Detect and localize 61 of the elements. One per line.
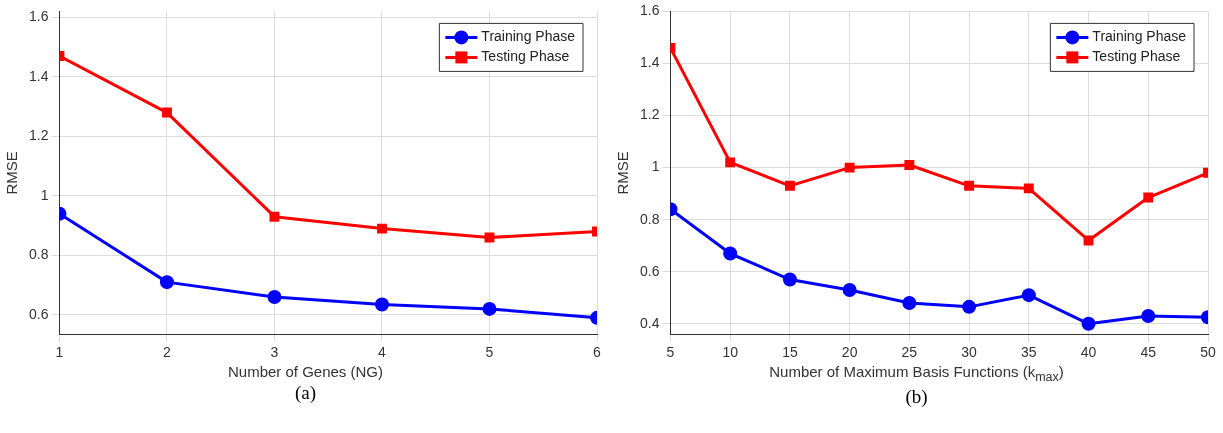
y-tick-label: 1.6 [639,2,660,19]
text: (a) [293,382,318,404]
point [964,180,975,191]
x-tick-label: 50 [1200,344,1216,361]
x-tick-label: 10 [722,344,739,361]
text: (b) [904,386,929,408]
x-axis-title: Number of Genes (NG) [226,363,384,380]
point [782,272,797,287]
point [844,162,855,173]
point [1081,316,1096,331]
x-tick-label: 2 [163,344,172,361]
y-tick-label: 0.6 [28,305,49,322]
y-tick-label: 1.2 [639,106,660,123]
x-tick-label: 20 [841,344,858,361]
point [377,223,387,234]
point [267,290,282,305]
y-tick-label: 1.4 [28,67,49,84]
y-axis-title: RMSE [3,151,21,195]
point [902,295,917,310]
y-tick-label: 1 [40,186,49,203]
y-tick-label: 0.8 [28,246,49,263]
point [159,275,174,290]
x-tick-label: 5 [666,344,675,361]
x-tick-label: 30 [961,344,978,361]
y-axis-title: RMSE [614,151,632,195]
point [1143,192,1154,203]
x-tick-label: 6 [593,344,602,361]
point [1023,183,1034,194]
point [162,107,172,118]
point [269,211,280,222]
x-tick-label: 3 [270,344,279,361]
x-tick-label: 5 [485,344,494,361]
point [723,246,738,261]
y-tick-label: 0.8 [639,210,660,227]
y-tick-label: 1.4 [639,54,660,71]
legend-label: Training Phase [481,28,576,45]
x-axis-title: Number of Maximum Basis Functions (k$_{max}$) [768,363,1065,384]
point [784,180,795,191]
x-tick-label: 35 [1021,344,1037,361]
y-tick-label: 0.6 [639,262,660,279]
point [1141,308,1156,323]
y-tick-label: 1.2 [28,127,49,144]
legend-label: Training Phase [1092,28,1187,45]
x-tick-label: 25 [901,344,918,361]
point [842,282,857,297]
point [904,160,915,170]
y-tick-label: 0.4 [639,314,660,331]
x-tick-label: 4 [378,344,387,361]
x-tick-label: 40 [1080,344,1097,361]
legend-label: Testing Phase [481,48,570,65]
point [725,157,736,168]
point [962,299,977,314]
point [374,297,389,312]
y-tick-label: 1.6 [28,8,49,25]
point [482,301,497,316]
x-tick-label: 1 [55,344,64,361]
x-tick-label: 45 [1140,344,1157,361]
point [1021,288,1036,303]
y-tick-label: 1 [651,158,660,175]
x-tick-label: 15 [782,344,798,361]
legend-label: Testing Phase [1092,48,1181,65]
